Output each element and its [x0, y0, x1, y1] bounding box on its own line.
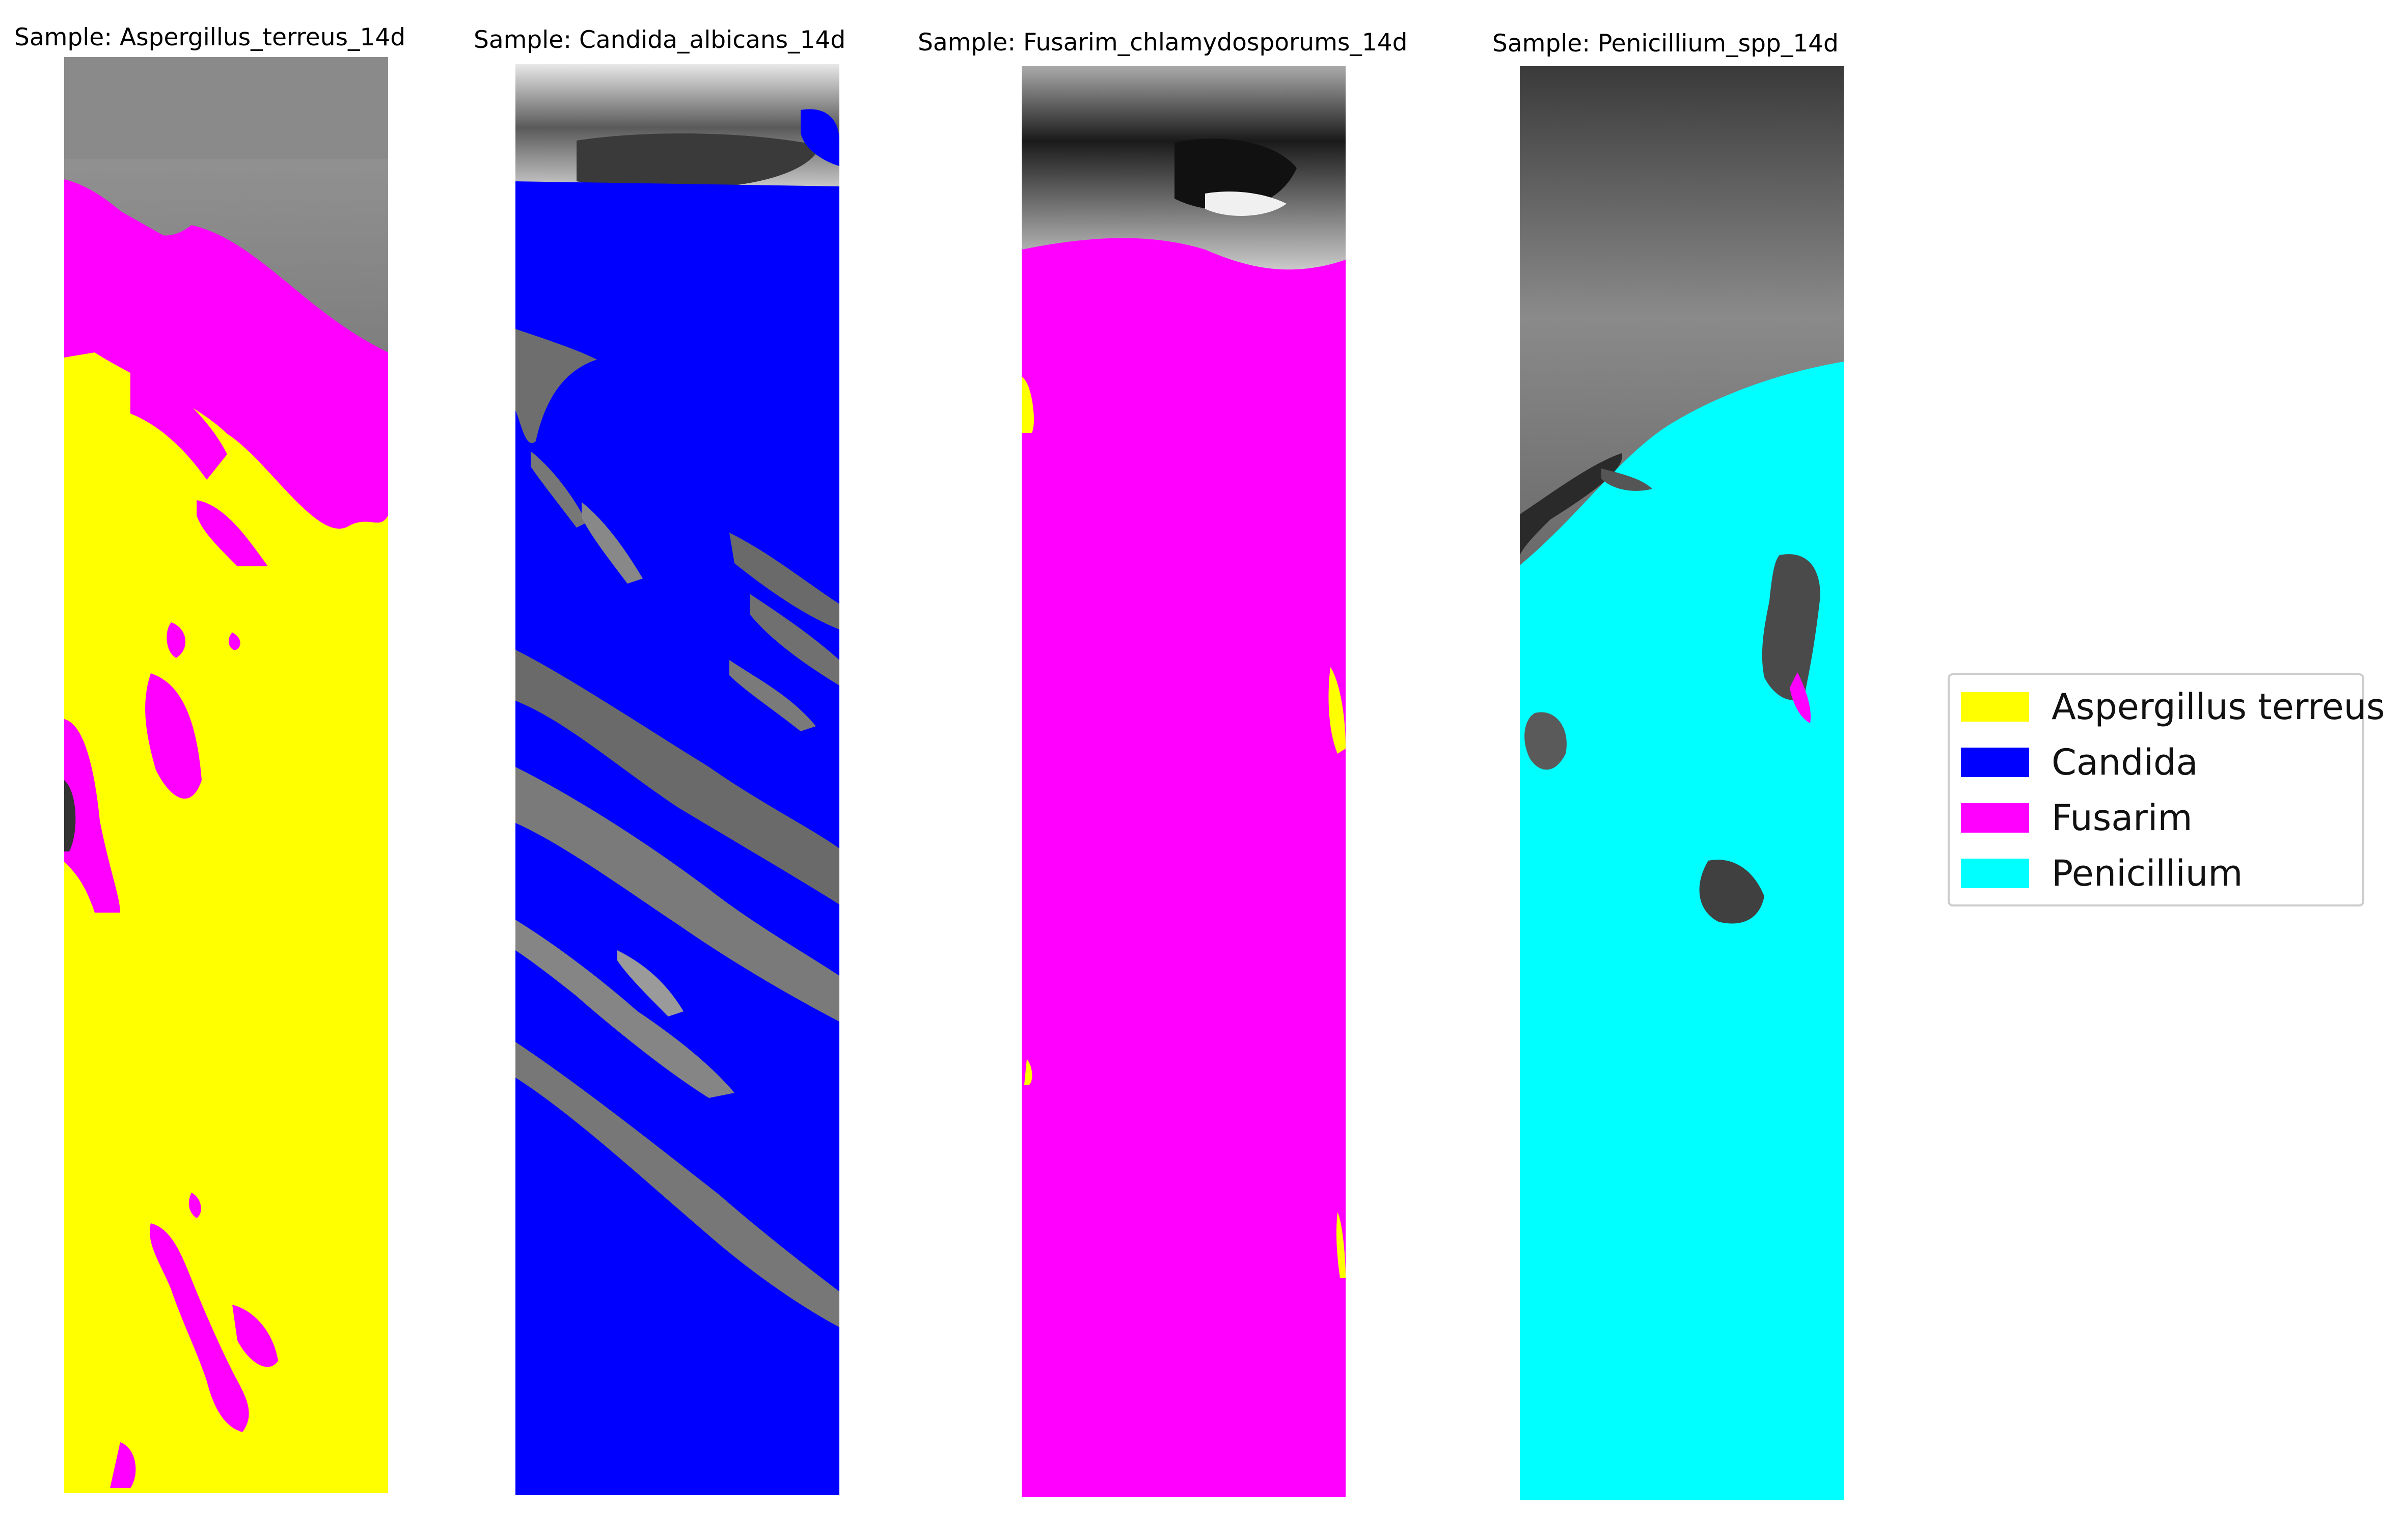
legend-swatch-penicillium — [1961, 859, 2029, 888]
segmentation-image-aspergillus — [64, 57, 388, 1493]
legend-swatch-aspergillus — [1961, 692, 2029, 722]
legend-swatch-fusarim — [1961, 803, 2029, 833]
legend-label-penicillium: Penicillium — [2052, 853, 2243, 894]
segmentation-image-candida — [515, 64, 839, 1495]
legend-item-fusarim: Fusarim — [1961, 797, 2193, 839]
panel-title-candida: Sample: Candida_albicans_14d — [474, 26, 846, 54]
legend-item-penicillium: Penicillium — [1961, 853, 2243, 894]
legend-swatch-candida — [1961, 748, 2029, 777]
legend-item-aspergillus: Aspergillus terreus — [1961, 686, 2385, 728]
legend-label-aspergillus: Aspergillus terreus — [2052, 686, 2385, 728]
segmentation-image-fusarim — [1022, 66, 1346, 1497]
panel-title-penicillium: Sample: Penicillium_spp_14d — [1492, 30, 1839, 58]
legend-label-candida: Candida — [2052, 741, 2198, 783]
panel-title-fusarim: Sample: Fusarim_chlamydosporums_14d — [918, 29, 1408, 57]
segmentation-strip-penicillium — [1520, 66, 1844, 1500]
legend-item-candida: Candida — [1961, 741, 2198, 783]
legend: Aspergillus terreus Candida Fusarim Peni… — [1948, 673, 2385, 906]
legend-label-fusarim: Fusarim — [2052, 797, 2193, 839]
segmentation-strip-fusarim — [1022, 66, 1346, 1497]
panel-title-aspergillus: Sample: Aspergillus_terreus_14d — [14, 23, 406, 51]
segmentation-image-penicillium — [1520, 66, 1844, 1500]
segmentation-strip-aspergillus — [64, 57, 388, 1493]
segmentation-strip-candida — [515, 64, 839, 1495]
